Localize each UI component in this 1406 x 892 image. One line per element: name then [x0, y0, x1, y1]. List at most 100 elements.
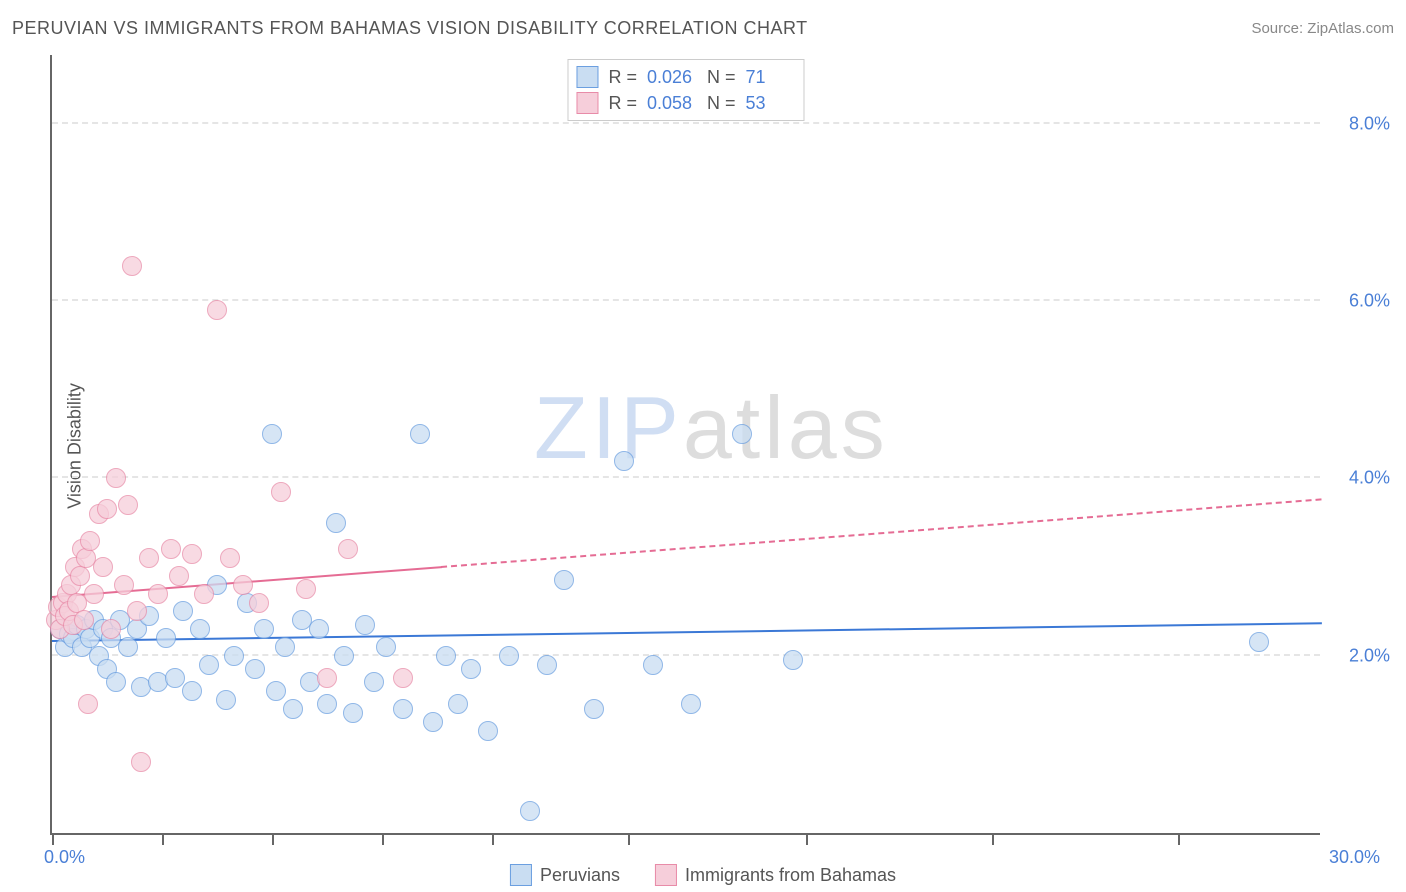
scatter-point	[101, 619, 121, 639]
scatter-point	[165, 668, 185, 688]
scatter-point	[317, 694, 337, 714]
legend-item-1: Immigrants from Bahamas	[655, 864, 896, 886]
scatter-point	[74, 610, 94, 630]
scatter-point	[122, 256, 142, 276]
stat-n-value-1: 53	[746, 93, 796, 114]
scatter-point	[681, 694, 701, 714]
scatter-point	[436, 646, 456, 666]
stat-n-value-0: 71	[746, 67, 796, 88]
x-tick	[272, 833, 274, 845]
scatter-point	[220, 548, 240, 568]
scatter-point	[169, 566, 189, 586]
scatter-point	[271, 482, 291, 502]
gridline	[52, 476, 1320, 478]
trend-line	[52, 623, 1322, 643]
scatter-point	[207, 300, 227, 320]
chart-header: PERUVIAN VS IMMIGRANTS FROM BAHAMAS VISI…	[12, 18, 1394, 39]
legend-swatch-1	[655, 864, 677, 886]
scatter-point	[423, 712, 443, 732]
scatter-point	[106, 468, 126, 488]
x-axis-end-label: 30.0%	[1329, 847, 1380, 868]
stat-n-label-1: N =	[707, 93, 736, 114]
chart-title: PERUVIAN VS IMMIGRANTS FROM BAHAMAS VISI…	[12, 18, 808, 39]
scatter-point	[275, 637, 295, 657]
scatter-point	[139, 548, 159, 568]
scatter-point	[194, 584, 214, 604]
scatter-point	[296, 579, 316, 599]
watermark: ZIPatlas	[534, 377, 889, 479]
x-tick	[162, 833, 164, 845]
stat-r-value-1: 0.058	[647, 93, 697, 114]
scatter-point	[182, 544, 202, 564]
watermark-zip: ZIP	[534, 378, 683, 477]
scatter-point	[224, 646, 244, 666]
scatter-point	[118, 637, 138, 657]
x-tick	[628, 833, 630, 845]
y-tick-label: 8.0%	[1330, 113, 1390, 134]
scatter-point	[732, 424, 752, 444]
legend-item-0: Peruvians	[510, 864, 620, 886]
scatter-point	[199, 655, 219, 675]
scatter-point	[216, 690, 236, 710]
scatter-point	[70, 566, 90, 586]
scatter-point	[283, 699, 303, 719]
legend-label-0: Peruvians	[540, 865, 620, 886]
scatter-point	[190, 619, 210, 639]
scatter-point	[783, 650, 803, 670]
scatter-point	[478, 721, 498, 741]
scatter-point	[254, 619, 274, 639]
scatter-point	[410, 424, 430, 444]
scatter-point	[114, 575, 134, 595]
x-tick	[382, 833, 384, 845]
scatter-point	[343, 703, 363, 723]
scatter-point	[643, 655, 663, 675]
scatter-point	[106, 672, 126, 692]
scatter-point	[338, 539, 358, 559]
scatter-point	[131, 752, 151, 772]
scatter-point	[393, 699, 413, 719]
x-tick	[492, 833, 494, 845]
gridline	[52, 122, 1320, 124]
scatter-point	[364, 672, 384, 692]
scatter-point	[127, 601, 147, 621]
scatter-point	[266, 681, 286, 701]
stats-row-series-1: R = 0.058 N = 53	[576, 90, 795, 116]
legend-swatch-0	[510, 864, 532, 886]
scatter-point	[326, 513, 346, 533]
x-tick	[806, 833, 808, 845]
watermark-atlas: atlas	[683, 378, 889, 477]
scatter-point	[554, 570, 574, 590]
scatter-point	[78, 694, 98, 714]
plot-area: ZIPatlas R = 0.026 N = 71 R = 0.058 N = …	[50, 55, 1320, 835]
scatter-point	[156, 628, 176, 648]
scatter-point	[245, 659, 265, 679]
scatter-point	[97, 499, 117, 519]
gridline	[52, 299, 1320, 301]
stats-row-series-0: R = 0.026 N = 71	[576, 64, 795, 90]
swatch-series-0	[576, 66, 598, 88]
scatter-point	[80, 531, 100, 551]
y-tick-label: 6.0%	[1330, 291, 1390, 312]
scatter-point	[262, 424, 282, 444]
scatter-point	[93, 557, 113, 577]
scatter-point	[393, 668, 413, 688]
scatter-point	[448, 694, 468, 714]
scatter-point	[161, 539, 181, 559]
scatter-point	[355, 615, 375, 635]
swatch-series-1	[576, 92, 598, 114]
scatter-point	[537, 655, 557, 675]
x-tick	[52, 833, 54, 845]
scatter-point	[334, 646, 354, 666]
y-tick-label: 4.0%	[1330, 468, 1390, 489]
scatter-point	[182, 681, 202, 701]
trend-line	[441, 499, 1322, 569]
scatter-point	[499, 646, 519, 666]
scatter-point	[233, 575, 253, 595]
scatter-point	[148, 584, 168, 604]
scatter-point	[584, 699, 604, 719]
scatter-point	[309, 619, 329, 639]
scatter-point	[118, 495, 138, 515]
source-attribution: Source: ZipAtlas.com	[1251, 20, 1394, 37]
legend-label-1: Immigrants from Bahamas	[685, 865, 896, 886]
legend-bottom: Peruvians Immigrants from Bahamas	[510, 864, 896, 886]
